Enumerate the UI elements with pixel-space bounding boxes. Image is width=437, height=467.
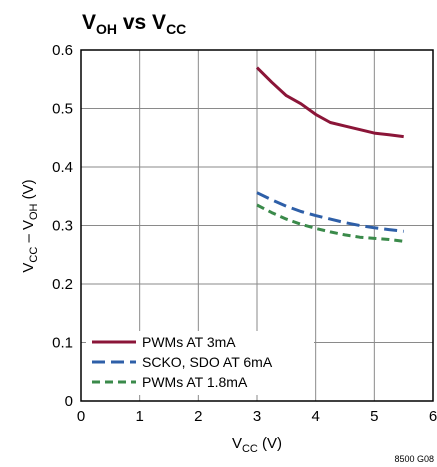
x-axis-ticks: 0 1 2 3 4 5 6 bbox=[77, 408, 437, 425]
legend: PWMs AT 3mA SCKO, SDO AT 6mA PWMs AT 1.8… bbox=[86, 331, 314, 395]
legend-entry-scko-sdo-6ma: SCKO, SDO AT 6mA bbox=[92, 354, 273, 370]
chart-title: VOH vs VCC bbox=[82, 11, 186, 37]
x-tick-label: 1 bbox=[135, 408, 143, 425]
x-tick-label: 5 bbox=[370, 408, 378, 425]
x-tick-label: 0 bbox=[77, 408, 85, 425]
series-line-pwms-at-1-8ma bbox=[256, 203, 404, 243]
y-tick-label: 0.4 bbox=[52, 159, 73, 176]
figure-code: 8500 G08 bbox=[394, 454, 434, 464]
x-axis-label: VCC (V) bbox=[232, 435, 282, 455]
y-tick-label: 0.2 bbox=[52, 276, 73, 293]
x-tick-label: 4 bbox=[311, 408, 319, 425]
y-axis-label: VCC – VOH (V) bbox=[20, 179, 40, 272]
y-tick-label: 0.5 bbox=[52, 101, 73, 118]
x-tick-label: 2 bbox=[194, 408, 202, 425]
legend-entry-pwms-3ma: PWMs AT 3mA bbox=[92, 334, 236, 350]
legend-label-pwms-1-8ma: PWMs AT 1.8mA bbox=[142, 374, 248, 390]
series-line-pwms-at-3ma bbox=[255, 66, 404, 139]
series-lines bbox=[255, 66, 404, 243]
y-tick-label: 0.6 bbox=[52, 42, 73, 59]
x-tick-label: 3 bbox=[253, 408, 261, 425]
legend-label-pwms-3ma: PWMs AT 3mA bbox=[142, 334, 236, 350]
series-line-scko-sdo-at-6ma bbox=[256, 191, 404, 233]
legend-entry-pwms-1-8ma: PWMs AT 1.8mA bbox=[92, 374, 248, 390]
y-tick-label: 0.1 bbox=[52, 335, 73, 352]
plot-frame bbox=[80, 49, 434, 402]
x-tick-label: 6 bbox=[429, 408, 437, 425]
y-axis-ticks: 0 0.1 0.2 0.3 0.4 0.5 0.6 bbox=[52, 42, 73, 410]
y-tick-label: 0 bbox=[65, 393, 73, 410]
y-tick-label: 0.3 bbox=[52, 218, 73, 235]
legend-label-scko-sdo-6ma: SCKO, SDO AT 6mA bbox=[142, 354, 273, 370]
